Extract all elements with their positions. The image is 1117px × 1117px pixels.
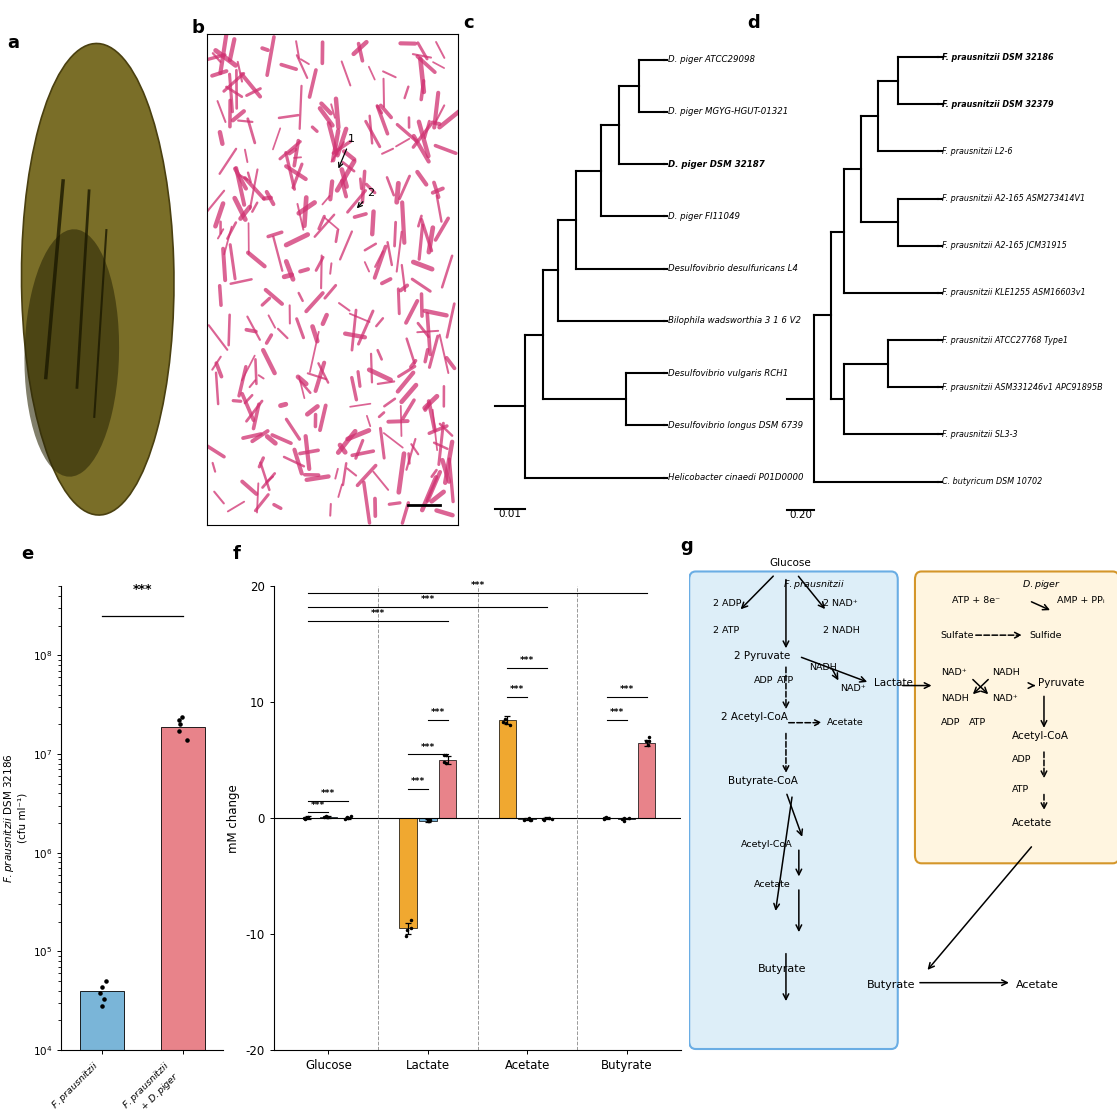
Text: ***: ***	[470, 582, 485, 591]
Text: Lactate: Lactate	[875, 678, 913, 688]
Text: ATP + 8e⁻: ATP + 8e⁻	[952, 596, 1000, 605]
Text: d: d	[747, 15, 760, 32]
Ellipse shape	[21, 44, 174, 515]
Text: Bilophila wadsworthia 3 1 6 V2: Bilophila wadsworthia 3 1 6 V2	[668, 316, 801, 325]
Text: ADP: ADP	[941, 718, 961, 727]
Text: Desulfovibrio longus DSM 6739: Desulfovibrio longus DSM 6739	[668, 421, 803, 430]
Text: ADP: ADP	[1012, 755, 1031, 764]
Text: D. piger FI11049: D. piger FI11049	[668, 212, 739, 221]
Text: NAD⁺: NAD⁺	[840, 684, 866, 693]
Text: 2 ADP: 2 ADP	[713, 599, 742, 608]
Bar	[399, 818, 417, 928]
Text: Sulfide: Sulfide	[1029, 631, 1061, 640]
Text: F. prausnitzii A2-165 JCM31915: F. prausnitzii A2-165 JCM31915	[943, 241, 1067, 250]
Text: ***: ***	[411, 777, 424, 786]
Bar	[161, 726, 206, 1117]
Text: D. piger DSM 32187: D. piger DSM 32187	[668, 160, 765, 169]
Text: NAD⁺: NAD⁺	[992, 695, 1018, 704]
Bar	[79, 991, 124, 1117]
Text: ***: ***	[521, 656, 534, 665]
Text: ***: ***	[510, 685, 524, 694]
Text: $\it{F. prausnitzii}$: $\it{F. prausnitzii}$	[783, 579, 844, 591]
Bar	[419, 818, 437, 821]
Text: ***: ***	[421, 595, 435, 604]
Text: NADH: NADH	[992, 668, 1020, 677]
Y-axis label: $\it{F. prausnitzii}$ DSM 32186
(cfu ml⁻¹): $\it{F. prausnitzii}$ DSM 32186 (cfu ml⁻…	[2, 753, 27, 884]
FancyBboxPatch shape	[689, 572, 898, 1049]
Text: ***: ***	[322, 789, 335, 798]
Text: F. prausnitzii ASM331246v1 APC91895B: F. prausnitzii ASM331246v1 APC91895B	[943, 383, 1102, 392]
Ellipse shape	[25, 229, 120, 477]
Text: C. butyricum DSM 10702: C. butyricum DSM 10702	[943, 477, 1042, 486]
Text: Glucose: Glucose	[770, 558, 811, 569]
Text: D. piger MGYG-HGUT-01321: D. piger MGYG-HGUT-01321	[668, 107, 789, 116]
Text: Butyrate-CoA: Butyrate-CoA	[728, 775, 798, 785]
Text: Sulfate: Sulfate	[941, 631, 974, 640]
Text: Desulfovibrio vulgaris RCH1: Desulfovibrio vulgaris RCH1	[668, 369, 789, 378]
Text: F. prausnitzii SL3-3: F. prausnitzii SL3-3	[943, 430, 1018, 439]
Text: Acetate: Acetate	[1012, 818, 1052, 828]
Text: 2 Acetyl-CoA: 2 Acetyl-CoA	[722, 712, 789, 722]
Text: a: a	[8, 34, 20, 51]
Text: ***: ***	[371, 609, 385, 619]
Text: ADP: ADP	[754, 676, 773, 685]
Text: 2 ATP: 2 ATP	[713, 626, 739, 634]
Text: 2: 2	[357, 188, 374, 208]
Text: AMP + PPᵢ: AMP + PPᵢ	[1057, 596, 1105, 605]
Text: 0.20: 0.20	[790, 510, 812, 521]
Text: $\it{D. piger}$: $\it{D. piger}$	[1022, 579, 1061, 591]
Text: 2 NAD⁺: 2 NAD⁺	[822, 599, 857, 608]
Text: c: c	[464, 15, 474, 32]
Text: b: b	[192, 19, 204, 37]
Text: F. prausnitzii A2-165 ASM273414V1: F. prausnitzii A2-165 ASM273414V1	[943, 194, 1086, 203]
Text: D. piger ATCC29098: D. piger ATCC29098	[668, 55, 755, 64]
FancyBboxPatch shape	[915, 572, 1117, 863]
Bar	[498, 719, 516, 818]
Text: e: e	[21, 545, 34, 563]
Text: Acetate: Acetate	[827, 718, 863, 727]
Bar	[638, 743, 656, 818]
Text: Butyrate: Butyrate	[867, 980, 916, 990]
Text: NADH: NADH	[941, 695, 968, 704]
Text: g: g	[680, 537, 694, 555]
Text: F. prausnitzii DSM 32186: F. prausnitzii DSM 32186	[943, 52, 1054, 61]
Text: ATP: ATP	[968, 718, 986, 727]
Text: f: f	[233, 545, 241, 563]
Text: ***: ***	[421, 743, 435, 752]
Y-axis label: mM change: mM change	[227, 784, 240, 852]
Text: NADH: NADH	[810, 662, 838, 671]
Text: Desulfovibrio desulfuricans L4: Desulfovibrio desulfuricans L4	[668, 264, 798, 274]
Text: Acetate: Acetate	[754, 880, 791, 889]
Text: F. prausnitzii ATCC27768 Type1: F. prausnitzii ATCC27768 Type1	[943, 335, 1068, 345]
Text: F. prausnitzii DSM 32379: F. prausnitzii DSM 32379	[943, 99, 1054, 108]
Text: Butyrate: Butyrate	[758, 964, 806, 974]
Text: Acetyl-CoA: Acetyl-CoA	[1012, 731, 1069, 741]
Text: F. prausnitzii L2-6: F. prausnitzii L2-6	[943, 147, 1013, 156]
Text: NAD⁺: NAD⁺	[941, 668, 966, 677]
Text: ***: ***	[431, 708, 445, 717]
Bar	[439, 761, 457, 818]
Text: ***: ***	[610, 708, 624, 717]
Text: 1: 1	[338, 134, 354, 168]
Text: ATP: ATP	[1012, 784, 1029, 794]
Text: ***: ***	[133, 583, 152, 596]
Text: ATP: ATP	[777, 676, 794, 685]
Bar	[518, 818, 536, 820]
Text: ***: ***	[620, 685, 633, 694]
Text: 2 NADH: 2 NADH	[822, 626, 859, 634]
Text: F. prausnitzii KLE1255 ASM16603v1: F. prausnitzii KLE1255 ASM16603v1	[943, 288, 1086, 297]
Text: 2 Pyruvate: 2 Pyruvate	[734, 651, 791, 661]
Text: Pyruvate: Pyruvate	[1038, 678, 1083, 688]
Text: 0.01: 0.01	[498, 509, 522, 519]
Text: Acetate: Acetate	[1016, 980, 1059, 990]
Text: Helicobacter cinaedi P01D0000: Helicobacter cinaedi P01D0000	[668, 474, 803, 483]
Text: ***: ***	[312, 801, 325, 810]
Text: Acetyl-CoA: Acetyl-CoA	[741, 840, 793, 849]
